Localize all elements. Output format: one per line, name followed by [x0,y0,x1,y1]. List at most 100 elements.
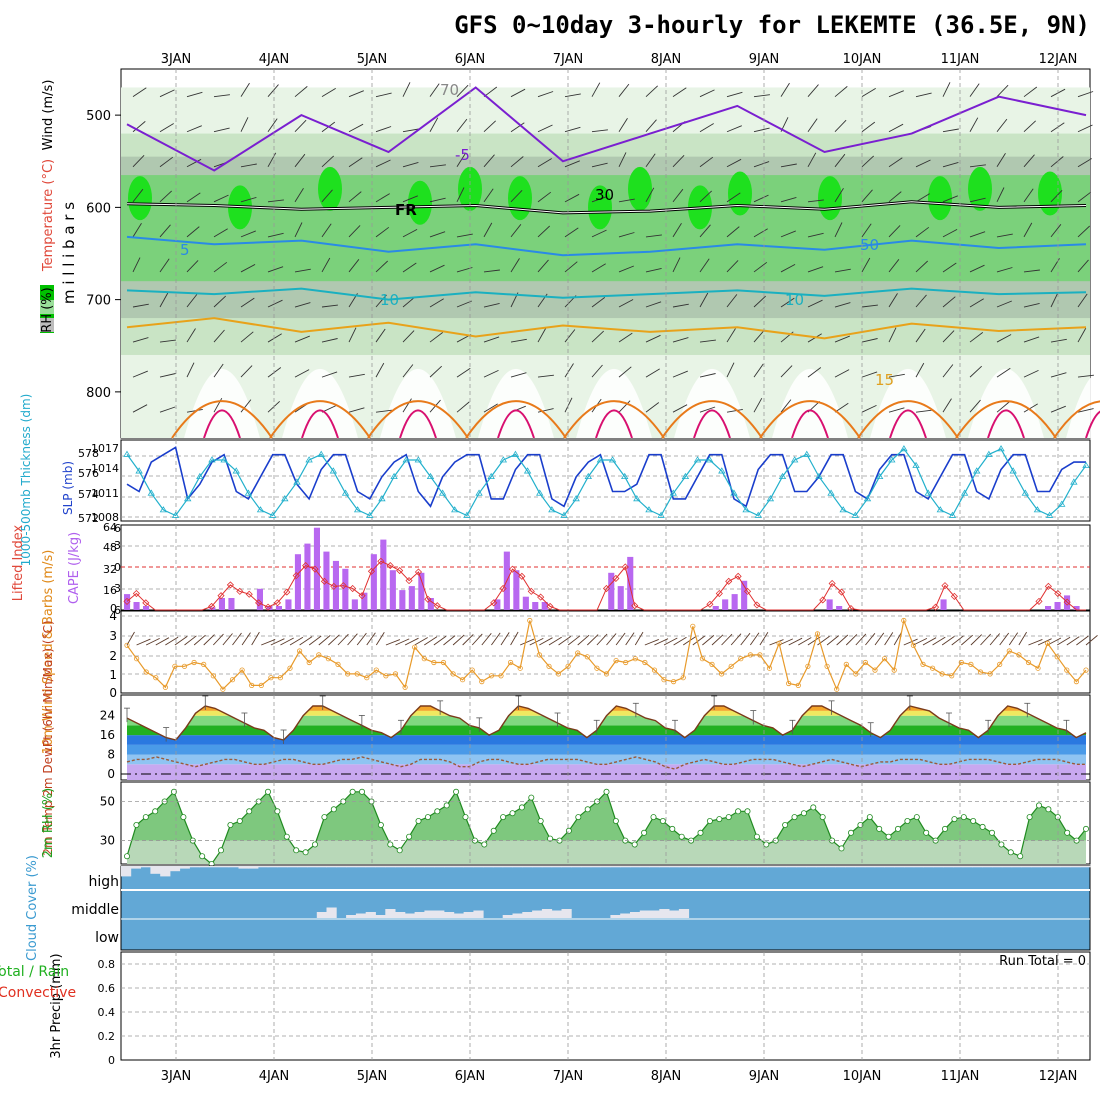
wind-barb-320 [996,84,1009,97]
rh-marker-92 [989,829,996,836]
li-marker-45 [546,602,554,610]
wind-speed-marker-74 [834,686,840,692]
wind-barb-10m-46 [567,635,581,646]
cape-bar-100 [1073,606,1080,610]
date-label-top-10JAN: 10JAN [843,52,882,67]
rh-marker-68 [763,841,770,848]
date-label-bottom-7JAN: 7JAN [553,1069,584,1084]
rh-marker-24 [349,788,356,795]
cloud-mid-bar-36 [473,910,484,918]
wind-barb-10m-25 [366,632,376,646]
wind-barb-348 [1050,372,1067,378]
wind-barb-196 [645,301,662,308]
wind-barb-91 [375,126,392,133]
rh-marker-81 [885,833,892,840]
slp-line [126,446,1086,508]
cloud-high-bar-87 [972,866,983,868]
thickness-marker-76 [1045,511,1054,518]
wind-barb-10m-21 [328,634,340,646]
wind-barb-326 [996,300,1012,308]
wind-barb-11 [159,123,174,133]
cape-bar-19 [304,543,311,610]
wind-barb-96 [375,294,387,308]
wind-speed-marker-54 [642,659,648,666]
isotherm-15-1 [269,400,371,439]
thickness-marker-8 [220,456,228,463]
wind-barb-163 [564,193,580,203]
wind-barb-350 [1077,91,1094,98]
wind-barb-267 [834,335,850,343]
slp-axis-label: SLP (mb) [61,461,75,515]
date-label-bottom-10JAN: 10JAN [843,1069,882,1084]
cloud-mid-bar-54 [649,910,660,918]
thickness-marker-20 [366,511,374,518]
wind-barb-209 [672,404,688,413]
wind-barb-240 [780,82,790,97]
wind-barb-123 [456,187,465,203]
wind-barb-10m-73 [826,635,839,646]
wind-barb-271 [861,121,876,133]
wind-barb-292 [915,159,931,168]
wind-barb-10m-53 [634,631,644,646]
cloud-high-bar-32 [434,866,445,868]
temp-tick-0: 0 [107,767,115,781]
isotherm-20-7 [889,409,927,439]
wind-barb-136 [483,302,500,308]
wind-barb-95 [375,260,389,273]
li-marker-62 [706,600,714,608]
cloud-high-bar-51 [620,866,631,868]
rh-blob-5 [508,176,532,221]
date-labels-bottom: 3JAN 4JAN 5JAN 6JAN 7JAN 8JAN 9JAN 10JAN 11JAN 12… [161,1069,1078,1084]
thickness-line [126,448,1087,517]
wind-barb-145 [510,258,520,273]
pressure-tick-labels: 500 600 700 800 [86,109,121,401]
wind-barb-10m-40 [510,631,519,646]
wind-barb-3 [132,188,144,203]
thickness-marker-52 [754,511,762,518]
wind-barb-331 [1023,120,1037,133]
cloud-high-bar-3 [150,866,161,874]
date-label-bottom-4JAN: 4JAN [259,1069,290,1084]
wind-barb-14 [159,224,171,238]
cloud-high-bar-13 [248,866,259,869]
wind-barb-10m-92 [1008,632,1019,646]
rh-marker-95 [1017,853,1024,860]
wind-barb-8 [132,370,148,378]
rh-marker-76 [838,845,845,852]
pressure-label-500: 500 [86,109,111,124]
cloud-high-bar-80 [904,866,915,868]
thickness-marker-41 [621,472,629,480]
wind-barb-133 [483,188,494,203]
cloud-high-bar-24 [355,866,367,868]
wind-speed-marker-5 [172,663,178,669]
cloud-high-bar-38 [492,866,504,868]
wind-barb-356 [1077,293,1088,308]
legend-rh: RH (%) [40,287,55,332]
wind-barb-84 [348,225,361,238]
wind-barb-10m-16 [280,637,294,646]
wind-barb-23 [186,192,201,203]
date-label-bottom-12JAN: 12JAN [1039,1069,1078,1084]
rh-dome-1 [282,368,358,438]
wind-barb-10m-41 [520,638,535,646]
wind-speed-marker-34 [450,671,456,677]
cape-bar-43 [532,602,539,610]
wind-barb-10m-0 [126,631,135,646]
li-marker-54 [631,602,639,610]
wind-barb-185 [618,265,634,273]
wind-speed-marker-17 [287,665,293,671]
wind-barb-299 [915,409,932,413]
wind-barb-211 [699,123,714,133]
wind-speed-marker-33 [440,659,447,666]
cloud-high-bar-9 [209,866,220,868]
cape-bar-44 [541,602,548,610]
wind-speed-marker-91 [997,661,1003,668]
cloud-high-bar-72 [825,866,836,868]
rh-marker-70 [782,822,789,829]
wind-barb-36 [213,295,227,308]
wind-barb-19 [159,406,176,413]
wind-barb-38 [213,363,224,378]
wind-barb-92 [375,159,391,168]
li-marker-26 [367,567,376,575]
rh-marker-10 [217,847,224,854]
